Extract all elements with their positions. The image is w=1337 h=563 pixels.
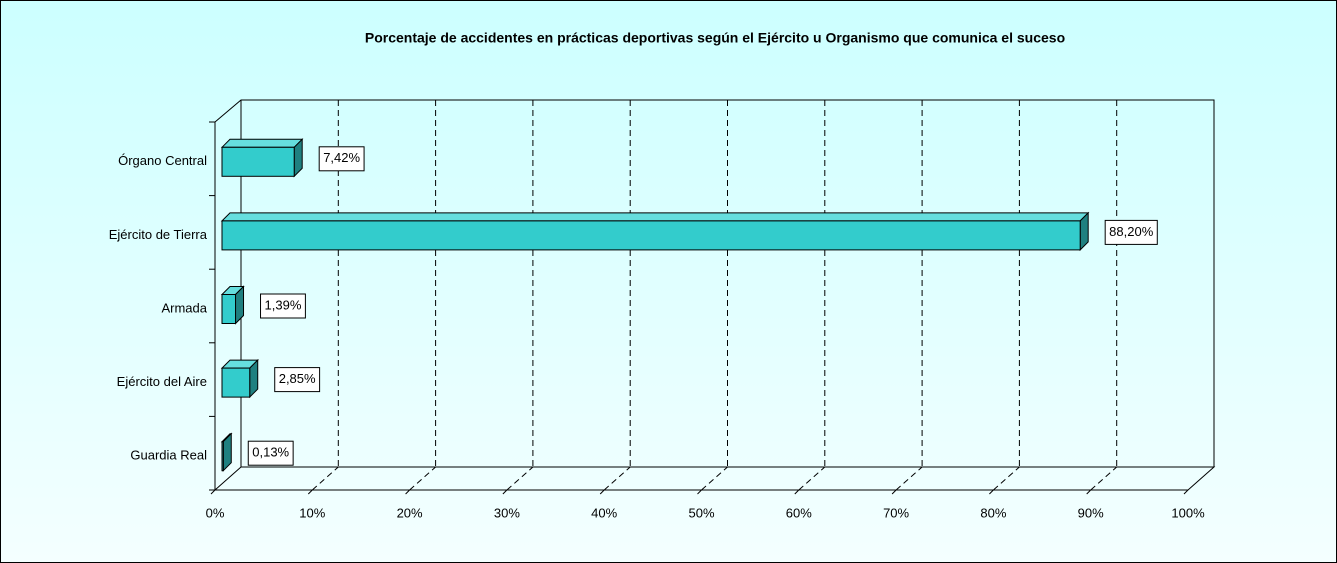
x-tick (210, 489, 216, 495)
bar (221, 441, 224, 472)
grid-line (603, 466, 631, 491)
grid-line (798, 466, 826, 491)
x-tick (502, 489, 508, 495)
data-label-box (260, 293, 306, 319)
x-tick (1183, 489, 1189, 495)
chart-title: Porcentaje de accidentes en prácticas de… (365, 30, 1065, 46)
x-tick-label: 30% (494, 505, 520, 520)
grid-line (409, 466, 436, 491)
x-tick-label: 50% (688, 505, 714, 520)
x-tick (989, 489, 994, 495)
x-tick-label: 80% (980, 505, 1006, 520)
floor (214, 466, 1216, 491)
x-tick (405, 489, 410, 495)
bar-top (220, 212, 1090, 222)
x-tick-label: 10% (299, 505, 325, 520)
bar (221, 294, 237, 324)
y-tick-label: Ejército de Tierra (109, 227, 208, 242)
bar-top (220, 138, 304, 148)
grid-line (1090, 466, 1118, 491)
data-label-box (1104, 219, 1158, 245)
data-label-box (318, 146, 365, 172)
data-label: 7,42% (323, 150, 360, 165)
x-tick-label: 90% (1078, 505, 1104, 520)
x-tick (1086, 489, 1092, 495)
data-label: 0,13% (252, 445, 289, 460)
bar (221, 220, 1081, 251)
x-tick-label: 70% (883, 505, 909, 520)
data-label-box (274, 367, 321, 393)
y-tick-label: Órgano Central (118, 153, 207, 168)
x-tick-label: 20% (397, 505, 423, 520)
grid-line (993, 466, 1020, 491)
grid-line (895, 466, 923, 491)
bar (221, 146, 295, 177)
y-tick-label: Armada (161, 300, 207, 315)
grid-line (311, 466, 339, 491)
y-tick-label: Guardia Real (130, 448, 207, 463)
x-tick (307, 489, 313, 495)
x-tick-label: 60% (786, 505, 812, 520)
grid-line (701, 466, 728, 491)
data-label: 88,20% (1109, 224, 1154, 239)
x-tick-label: 0% (206, 505, 225, 520)
grid-line (506, 466, 534, 491)
data-label: 1,39% (265, 297, 302, 312)
bar (221, 367, 251, 398)
y-tick-label: Ejército del Aire (117, 374, 207, 389)
x-tick (794, 489, 800, 495)
x-tick (891, 489, 897, 495)
x-tick (697, 489, 702, 495)
x-tick (599, 489, 605, 495)
x-tick-label: 40% (591, 505, 617, 520)
data-label-box (247, 440, 294, 466)
x-tick-label: 100% (1171, 505, 1205, 520)
data-label: 2,85% (279, 371, 316, 386)
